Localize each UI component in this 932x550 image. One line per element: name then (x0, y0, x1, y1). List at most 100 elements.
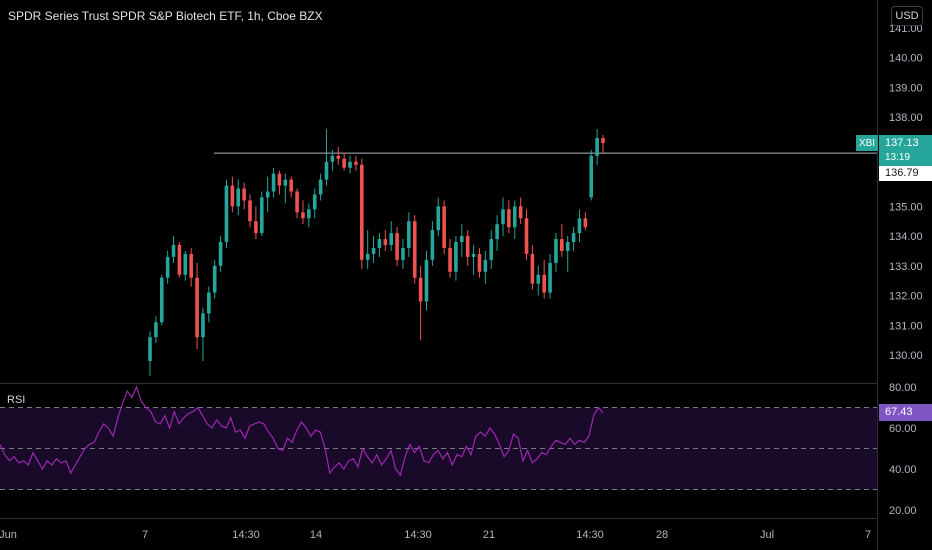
time-tick-label: 7 (865, 529, 871, 541)
candle-body[interactable] (330, 155, 335, 162)
candle-body[interactable] (489, 239, 494, 260)
price-tick-label: 138.00 (889, 112, 923, 124)
candle-body[interactable] (348, 161, 352, 168)
candle-body[interactable] (577, 218, 582, 234)
candle-body[interactable] (448, 247, 452, 272)
candle-body[interactable] (442, 206, 446, 248)
candle-body[interactable] (401, 247, 405, 260)
candle-body[interactable] (165, 256, 170, 278)
rsi-layer[interactable] (0, 385, 604, 477)
candle-body[interactable] (201, 313, 205, 338)
candle-body[interactable] (565, 242, 570, 251)
rsi-tick-label: 80.00 (889, 382, 917, 394)
candle-body[interactable] (454, 242, 458, 272)
candle-body[interactable] (548, 262, 552, 293)
candle-body[interactable] (359, 164, 364, 260)
candle-body[interactable] (254, 221, 258, 234)
candle-body[interactable] (230, 185, 235, 207)
candle-body[interactable] (536, 274, 541, 284)
candle-body[interactable] (159, 277, 164, 323)
candle-body[interactable] (460, 236, 464, 243)
candle-body[interactable] (424, 259, 429, 302)
price-tick-label: 134.00 (889, 231, 923, 243)
candle-body[interactable] (583, 218, 588, 228)
candle-body[interactable] (154, 322, 158, 338)
last-price-badge: 137.13 13:19 (879, 135, 932, 166)
candle-body[interactable] (183, 253, 188, 275)
candle-body[interactable] (342, 158, 346, 168)
time-tick-label: Jun (0, 529, 17, 541)
candle-body[interactable] (524, 218, 529, 254)
candle-layer[interactable] (148, 129, 877, 376)
bar-countdown: 13:19 (885, 152, 911, 163)
candle-body[interactable] (554, 239, 558, 263)
candle-body[interactable] (430, 230, 435, 260)
candle-body[interactable] (395, 233, 399, 260)
time-tick-label: 14:30 (232, 529, 260, 541)
candle-body[interactable] (171, 245, 176, 257)
candle-body[interactable] (283, 179, 288, 186)
candle-body[interactable] (542, 274, 546, 293)
candle-body[interactable] (207, 292, 211, 314)
candle-body[interactable] (259, 197, 264, 234)
candle-body[interactable] (507, 209, 511, 228)
candle-body[interactable] (501, 209, 505, 225)
candle-body[interactable] (271, 173, 276, 192)
price-tick-label: 140.00 (889, 53, 923, 65)
candle-body[interactable] (407, 221, 411, 248)
rsi-tick-label: 20.00 (889, 505, 917, 517)
candle-body[interactable] (495, 224, 499, 240)
candle-body[interactable] (295, 191, 299, 213)
candle-body[interactable] (224, 185, 229, 243)
chart-title: SPDR Series Trust SPDR S&P Biotech ETF, … (8, 9, 323, 23)
rsi-indicator-label[interactable]: RSI (7, 394, 26, 406)
candle-body[interactable] (301, 212, 305, 219)
candle-body[interactable] (365, 253, 370, 260)
candle-body[interactable] (436, 206, 441, 231)
candle-body[interactable] (195, 277, 199, 338)
candle-body[interactable] (512, 206, 517, 228)
time-tick-label: 14:30 (576, 529, 604, 541)
candle-body[interactable] (336, 155, 341, 159)
time-tick-label: Jul (760, 529, 774, 541)
candle-body[interactable] (377, 239, 382, 248)
candle-body[interactable] (242, 188, 246, 201)
candle-body[interactable] (289, 179, 293, 192)
last-price: 137.13 (885, 137, 919, 149)
candle-body[interactable] (177, 245, 182, 275)
candle-body[interactable] (418, 277, 423, 302)
candle-body[interactable] (307, 209, 311, 219)
candle-body[interactable] (371, 247, 376, 254)
candle-body[interactable] (318, 179, 323, 195)
candle-body[interactable] (530, 253, 535, 284)
candle-body[interactable] (560, 239, 564, 251)
price-tick-label: 135.00 (889, 201, 923, 213)
candle-body[interactable] (383, 239, 388, 246)
rsi-line[interactable] (0, 385, 604, 477)
candle-body[interactable] (477, 253, 482, 272)
candle-body[interactable] (312, 194, 317, 210)
candle-body[interactable] (601, 137, 605, 144)
candle-body[interactable] (148, 337, 152, 361)
candle-body[interactable] (324, 161, 329, 180)
candle-body[interactable] (277, 173, 282, 186)
candle-body[interactable] (571, 233, 576, 243)
candle-body[interactable] (389, 233, 394, 246)
candle-body[interactable] (189, 253, 193, 278)
candle-body[interactable] (218, 242, 223, 266)
price-tick-label: 141.00 (889, 23, 923, 35)
currency-button[interactable]: USD (891, 6, 923, 26)
candle-body[interactable] (589, 155, 594, 198)
candle-body[interactable] (248, 200, 252, 222)
candle-body[interactable] (518, 206, 523, 219)
candle-body[interactable] (471, 253, 476, 257)
candle-body[interactable] (354, 161, 358, 165)
candle-body[interactable] (483, 259, 488, 272)
candle-body[interactable] (465, 236, 470, 257)
candle-body[interactable] (212, 265, 217, 293)
candle-body[interactable] (595, 137, 599, 156)
candle-body[interactable] (265, 191, 270, 198)
candle-body[interactable] (236, 188, 241, 207)
candle-body[interactable] (412, 221, 417, 278)
